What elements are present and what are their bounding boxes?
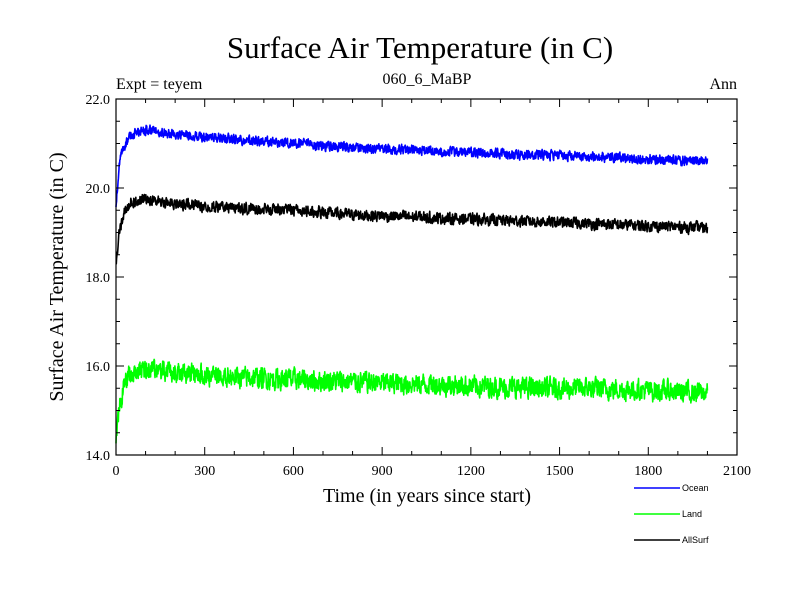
- experiment-label: Expt = teyem: [116, 76, 203, 93]
- series-line-ocean: [115, 124, 709, 208]
- legend-label-land: Land: [682, 509, 702, 519]
- series-layer: [115, 124, 709, 444]
- y-tick-label: 14.0: [86, 449, 111, 464]
- x-tick-label: 300: [194, 464, 215, 479]
- chart-title: Surface Air Temperature (in C): [227, 30, 613, 65]
- season-label: Ann: [709, 76, 737, 93]
- x-axis-ticks: 0 300 600 900 1200 1500 1800 2100: [113, 99, 751, 479]
- x-tick-label: 1200: [457, 464, 485, 479]
- x-tick-label: 2100: [723, 464, 751, 479]
- x-tick-label: 1800: [634, 464, 662, 479]
- x-tick-label: 900: [372, 464, 393, 479]
- y-axis-label: Surface Air Temperature (in C): [46, 152, 68, 401]
- x-axis-label: Time (in years since start): [323, 485, 531, 507]
- y-tick-label: 20.0: [86, 182, 111, 197]
- legend-label-ocean: Ocean: [682, 483, 709, 493]
- chart-subtitle: 060_6_MaBP: [383, 71, 472, 88]
- y-axis-ticks: 14.0 16.0 18.0 20.0 22.0: [86, 93, 737, 464]
- legend: Ocean Land AllSurf: [634, 483, 709, 545]
- legend-label-allsurf: AllSurf: [682, 535, 709, 545]
- y-tick-label: 16.0: [86, 360, 111, 375]
- x-tick-label: 1500: [546, 464, 574, 479]
- y-tick-label: 22.0: [86, 93, 111, 108]
- y-tick-label: 18.0: [86, 271, 111, 286]
- x-tick-label: 0: [113, 464, 120, 479]
- series-line-land: [115, 358, 709, 444]
- series-line-allsurf: [115, 193, 709, 265]
- x-tick-label: 600: [283, 464, 304, 479]
